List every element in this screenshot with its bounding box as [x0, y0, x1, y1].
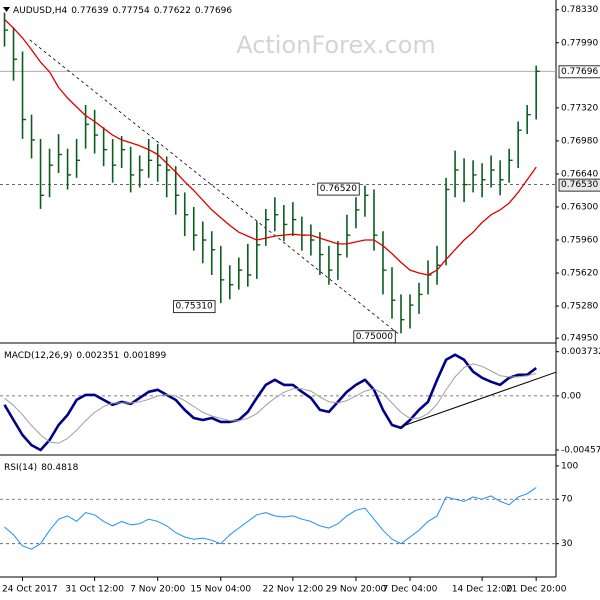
moving-average: [4, 18, 537, 276]
label-box: [558, 65, 600, 79]
y-tick-label: 0.77990: [561, 38, 598, 48]
label-box: [353, 330, 396, 344]
y-tick-label: 30: [561, 539, 573, 549]
price-annotation: 0.75000: [356, 332, 393, 342]
price-annotation: 0.76520: [320, 184, 357, 194]
y-tick-label: 0.75280: [561, 302, 598, 312]
x-tick-label: 7 Dec 04:00: [383, 585, 438, 595]
trend-line: [400, 371, 557, 428]
label-box: [317, 182, 360, 196]
macd-line: [4, 363, 537, 444]
header-value: 80.4818: [41, 463, 78, 473]
x-tick-label: 15 Nov 04:00: [190, 585, 251, 595]
macd-line: [3, 353, 537, 452]
x-tick-label: 31 Oct 12:00: [65, 585, 124, 595]
y-tick-label: 0.76300: [561, 202, 598, 212]
header-value: 0.002351: [76, 351, 119, 361]
panel-header: MACD(12,26,9) 0.002351 0.001899: [4, 351, 167, 361]
label-box: [558, 178, 600, 192]
y-tick-label: 0.77320: [561, 103, 598, 113]
header-value: 0.77622: [154, 6, 191, 16]
current-price-label: 0.77696: [561, 67, 598, 77]
panel-title: MACD(12,26,9): [4, 351, 72, 361]
x-tick-label: 7 Nov 20:00: [130, 585, 185, 595]
y-tick-label: 70: [561, 495, 573, 505]
panel-title: AUDUSD,H4: [13, 6, 68, 16]
x-tick-label: 22 Nov 12:00: [263, 585, 324, 595]
header-value: 0.77754: [112, 6, 149, 16]
header-value: 0.77639: [71, 6, 108, 16]
trend-line: [29, 39, 401, 336]
x-tick-label: 29 Nov 20:00: [326, 585, 387, 595]
y-tick-label: 0.76640: [561, 169, 598, 179]
y-tick-label: 0.75620: [561, 269, 598, 279]
watermark: ActionForex.com: [236, 31, 436, 59]
price-annotation: 0.75310: [176, 302, 213, 312]
header-value: 0.001899: [123, 351, 166, 361]
y-tick-label: 0.003732: [561, 347, 600, 357]
x-tick-label: 24 Oct 2017: [2, 585, 58, 595]
y-tick-label: 0.78330: [561, 5, 598, 15]
y-tick-label: 0.00: [561, 391, 581, 401]
y-tick-label: 100: [561, 461, 578, 471]
x-tick-label: 21 Dec 20:00: [506, 585, 567, 595]
x-tick-label: 14 Dec 12:00: [452, 585, 513, 595]
y-tick-label: 0.75960: [561, 236, 598, 246]
support-price-label: 0.76530: [561, 180, 598, 190]
symbol-menu-icon: [3, 7, 10, 12]
indicator-line: [4, 487, 537, 550]
label-box: [173, 300, 216, 314]
panel-header: RSI(14) 80.4818: [4, 463, 79, 473]
y-tick-label: 0.74950: [561, 334, 598, 344]
y-tick-label: -0.004576: [561, 445, 600, 455]
panel-header: AUDUSD,H4 0.77639 0.77754 0.77622 0.77696: [13, 6, 232, 16]
panel-title: RSI(14): [4, 463, 37, 473]
y-tick-label: 0.76980: [561, 136, 598, 146]
header-value: 0.77696: [195, 6, 232, 16]
